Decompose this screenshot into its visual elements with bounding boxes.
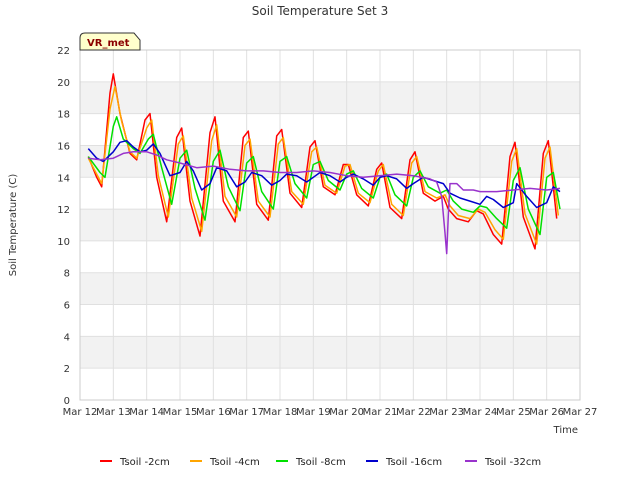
y-tick-label: 14: [57, 173, 70, 184]
legend-label: Tsoil -4cm: [209, 457, 260, 468]
y-tick-label: 18: [57, 110, 70, 121]
badge-label: VR_met: [87, 38, 130, 49]
legend-label: Tsoil -8cm: [295, 457, 346, 468]
x-tick-label: Mar 14: [129, 407, 164, 418]
y-tick-label: 4: [64, 332, 70, 343]
series-line-1: [87, 73, 558, 250]
x-tick-label: Mar 15: [163, 407, 198, 418]
x-tick-label: Mar 25: [496, 407, 531, 418]
x-tick-label: Mar 24: [463, 407, 498, 418]
x-tick-label: Mar 21: [363, 407, 398, 418]
y-axis-ticks: 0 2 4 6 8 10 12 14 16 18 20 22: [57, 46, 70, 407]
y-tick-label: 16: [57, 141, 70, 152]
vr-met-badge: VR_met: [79, 32, 141, 51]
series-lines: [87, 73, 561, 255]
y-tick-label: 22: [57, 46, 70, 57]
x-tick-label: Mar 27: [563, 407, 598, 418]
y-tick-label: 2: [64, 364, 70, 375]
y-tick-label: 0: [64, 396, 70, 407]
plot-band: [80, 272, 580, 305]
legend-label: Tsoil -16cm: [385, 457, 442, 468]
x-tick-label: Mar 20: [329, 407, 364, 418]
x-tick-label: Mar 23: [429, 407, 464, 418]
x-tick-label: Mar 16: [196, 407, 231, 418]
plot-frame: [79, 49, 581, 401]
legend: Tsoil -2cm Tsoil -4cm Tsoil -8cm Tsoil -16c…: [100, 457, 541, 468]
y-tick-label: 12: [57, 205, 70, 216]
x-tick-label: Mar 19: [296, 407, 331, 418]
series-line-4: [87, 139, 561, 209]
x-axis-title: Time: [553, 425, 578, 436]
x-tick-label: Mar 17: [229, 407, 264, 418]
chart-title: Soil Temperature Set 3: [252, 4, 388, 18]
x-tick-label: Mar 22: [396, 407, 431, 418]
plot-band: [80, 81, 580, 114]
x-tick-label: Mar 18: [263, 407, 298, 418]
legend-label: Tsoil -32cm: [484, 457, 541, 468]
plot-band: [80, 336, 580, 369]
y-tick-label: 8: [64, 269, 70, 280]
y-tick-label: 10: [57, 237, 70, 248]
x-tick-label: Mar 26: [529, 407, 564, 418]
x-tick-label: Mar 13: [96, 407, 131, 418]
y-tick-label: 6: [64, 301, 70, 312]
series-line-5: [88, 151, 561, 255]
badge-shape: [79, 32, 141, 51]
x-tick-label: Mar 12: [63, 407, 98, 418]
plot-band: [80, 209, 580, 241]
series-line-2: [87, 85, 560, 245]
y-tick-label: 20: [57, 78, 70, 89]
legend-label: Tsoil -2cm: [119, 457, 170, 468]
y-axis-title: Soil Temperature (C): [8, 174, 19, 277]
